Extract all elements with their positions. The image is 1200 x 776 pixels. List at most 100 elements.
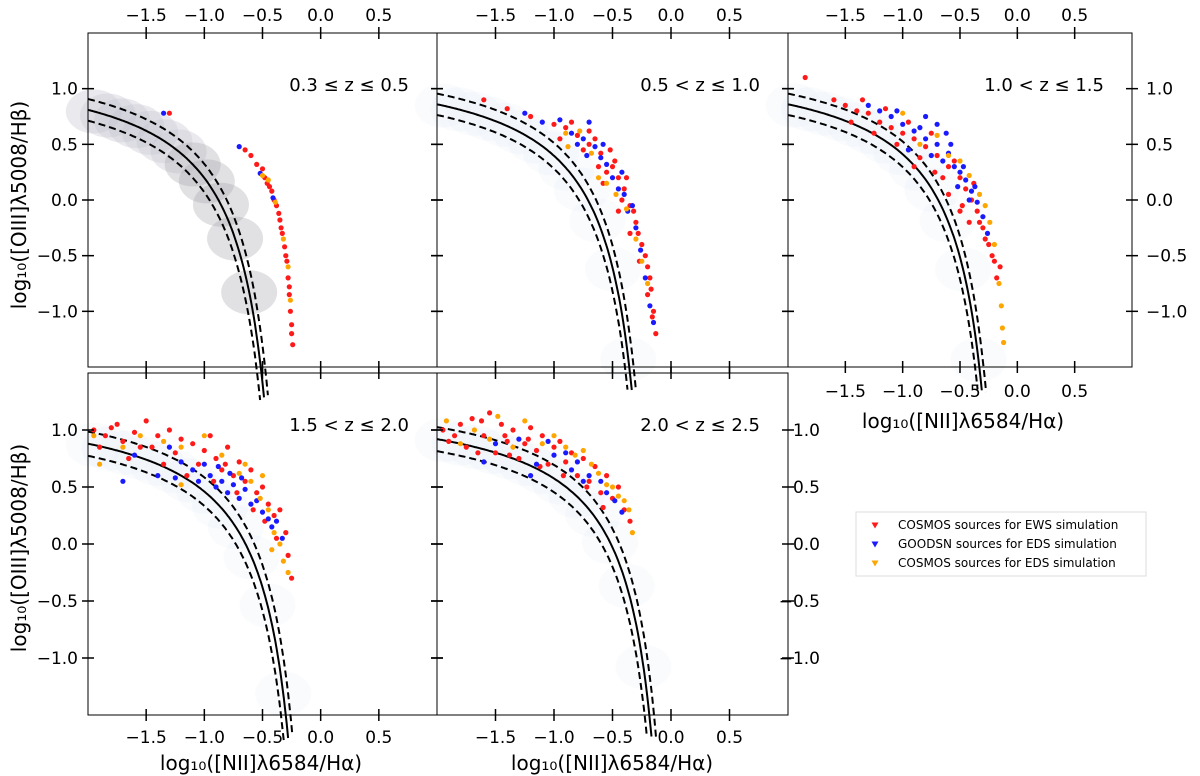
data-point — [1001, 339, 1007, 346]
data-point — [888, 125, 894, 131]
legend-entry-1: COSMOS sources for EWS simulation — [871, 518, 1118, 532]
data-point — [635, 230, 641, 236]
data-point — [283, 530, 289, 536]
data-point — [207, 473, 213, 479]
data-point — [633, 236, 639, 242]
data-point — [960, 164, 967, 170]
panel-4: −1.5 −1.0 −0.5 0.0 0.5 1.0 0.5 0.0 −0.5 −1.0 1.5 <… — [37, 367, 443, 748]
data-point — [143, 418, 149, 424]
data-point — [545, 461, 551, 467]
data-point — [207, 433, 213, 439]
data-point — [563, 130, 569, 136]
data-point — [639, 258, 645, 264]
data-point — [108, 425, 114, 431]
data-point — [277, 541, 283, 547]
data-point — [588, 461, 595, 467]
data-point — [629, 203, 636, 209]
data-point — [976, 191, 983, 197]
data-point — [273, 518, 280, 524]
data-point — [126, 455, 132, 462]
data-point — [286, 292, 292, 298]
legend-label-3: COSMOS sources for EDS simulation — [898, 556, 1116, 570]
data-point — [595, 164, 602, 170]
data-point — [574, 473, 581, 479]
data-point — [917, 141, 923, 147]
data-point — [254, 161, 260, 167]
data-point — [957, 158, 963, 164]
tick-label: 0.5 — [51, 478, 78, 498]
tick-label: 0.0 — [51, 191, 78, 211]
tick-label: 1.0 — [1146, 80, 1173, 100]
data-point — [940, 175, 946, 181]
data-point — [911, 136, 917, 142]
tick-label: −1.5 — [825, 382, 866, 402]
data-point — [595, 470, 602, 476]
data-point — [621, 186, 627, 192]
data-point — [469, 416, 475, 422]
data-point — [894, 108, 900, 114]
data-point — [577, 128, 583, 134]
data-point — [607, 147, 613, 153]
data-point — [563, 125, 569, 131]
tick-label: −0.5 — [592, 728, 633, 748]
tick-label: 0.5 — [1061, 382, 1088, 402]
data-point — [457, 421, 463, 427]
data-point — [522, 110, 528, 116]
tick-label: 0.0 — [657, 728, 684, 748]
data-point — [236, 470, 242, 476]
data-point — [859, 97, 866, 103]
tick-label: −1.0 — [533, 728, 574, 748]
data-point — [615, 186, 622, 192]
panel-title: 1.0 < z ≤ 1.5 — [984, 75, 1104, 96]
data-point — [580, 447, 586, 454]
data-point — [987, 219, 993, 225]
data-point — [270, 195, 276, 201]
legend-entry-3: COSMOS sources for EDS simulation — [871, 556, 1116, 570]
series-goodsn-sources-for-eds-simulation — [481, 436, 625, 515]
data-point — [184, 473, 190, 479]
data-point — [604, 490, 610, 496]
tick-label: 0.5 — [51, 135, 78, 155]
data-point — [481, 459, 487, 465]
data-point — [648, 286, 654, 292]
tick-label: 0.5 — [365, 728, 392, 748]
data-point — [900, 130, 906, 136]
data-point — [959, 203, 965, 209]
data-point — [259, 473, 266, 479]
data-point — [621, 498, 627, 504]
data-point — [257, 495, 263, 501]
data-point — [516, 436, 522, 442]
data-point — [650, 319, 657, 326]
tick-label: −1.0 — [184, 728, 225, 748]
data-point — [627, 518, 633, 524]
data-point — [911, 164, 917, 170]
data-point — [545, 438, 551, 444]
data-point — [982, 236, 988, 242]
tick-label: 0.0 — [793, 535, 820, 555]
data-point — [178, 459, 184, 465]
data-point — [242, 147, 248, 153]
data-point — [877, 119, 883, 125]
data-point — [568, 130, 575, 136]
data-point — [917, 155, 923, 161]
data-point — [276, 210, 282, 216]
data-point — [631, 208, 637, 214]
data-point — [120, 478, 126, 484]
tick-label: 0.0 — [307, 6, 334, 26]
xlabel-panel-5: log₁₀([NII]λ6584/Hα) — [511, 751, 713, 775]
data-point — [626, 507, 632, 513]
data-point — [923, 144, 929, 150]
data-point — [557, 438, 563, 444]
panel-title: 0.3 ≤ z ≤ 0.5 — [289, 75, 409, 96]
fit-curve-band — [436, 92, 637, 392]
data-point — [120, 438, 126, 444]
series-cosmos-sources-for-eds-simulation — [443, 413, 636, 536]
panels: −1.5 −1.0 −0.5 0.0 0.5 1.0 0.5 0.0 −0.5 −1.0 0.3 ≤… — [37, 6, 1188, 748]
tick-label: −0.5 — [37, 592, 78, 612]
data-point — [528, 113, 534, 120]
data-point — [190, 467, 196, 473]
data-point — [592, 136, 598, 142]
tick-label: 0.0 — [657, 6, 684, 26]
data-point — [287, 297, 293, 303]
